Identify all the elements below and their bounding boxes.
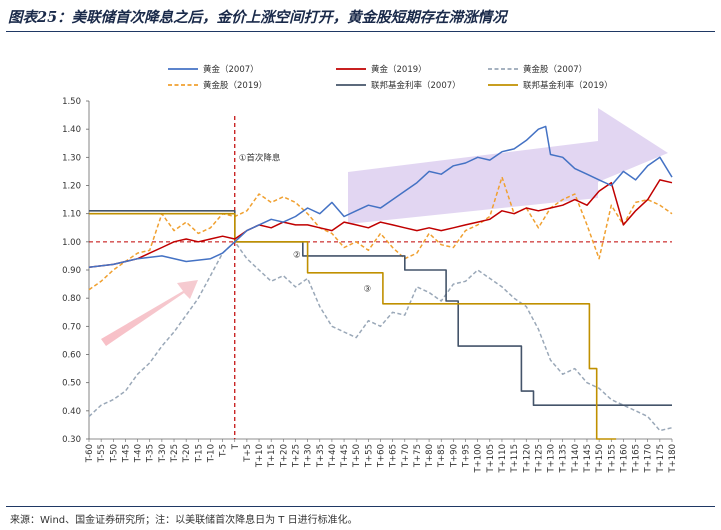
x-tick-label: T+65 [389, 444, 399, 468]
x-tick-label: T-40 [134, 444, 144, 463]
annotations: ①首次降息 ② ③ [239, 152, 371, 294]
x-tick-label: T+165 [632, 444, 642, 474]
x-tick-label: T-30 [158, 444, 168, 463]
series-line-4 [89, 210, 672, 406]
series-line-5 [89, 212, 617, 440]
x-tick-label: T+140 [571, 444, 581, 474]
x-tick-label: T+170 [644, 444, 654, 474]
series-line-0 [88, 125, 673, 268]
x-tick-label: T-60 [85, 444, 95, 463]
annotation-marker-2: ② [293, 251, 301, 261]
y-tick-label: 0.60 [62, 351, 81, 361]
x-tick-label: T+110 [498, 444, 508, 474]
reference-lines [89, 116, 672, 439]
legend-label-3: 黄金股（2019） [203, 80, 267, 91]
x-tick-label: T+60 [377, 444, 387, 468]
series-lines [88, 125, 673, 440]
x-tick-label: T+160 [619, 444, 629, 474]
chart-title: 图表25：美联储首次降息之后，金价上涨空间打开，黄金股短期存在滞涨情况 [8, 9, 507, 26]
x-tick-label: T+20 [279, 444, 289, 468]
legend-label-1: 黄金（2019） [371, 64, 427, 75]
title-divider [6, 31, 715, 32]
series-line-2 [88, 241, 673, 432]
x-tick-label: T+180 [668, 444, 678, 474]
x-tick-label: T+95 [462, 444, 472, 468]
x-tick-label: T+105 [486, 444, 496, 474]
x-tick-label: T-50 [109, 444, 119, 463]
x-tick-label: T+145 [583, 444, 593, 474]
footer-divider [6, 506, 715, 507]
source-note: 来源：Wind、国金证券研究所；注：以美联储首次降息日为 T 日进行标准化。 [10, 515, 358, 526]
x-tick-label: T-45 [121, 444, 131, 463]
legend-label-0: 黄金（2007） [203, 64, 259, 75]
x-tick-label: T+30 [304, 444, 314, 468]
x-tick-label: T+50 [352, 444, 362, 468]
x-tick-label: T+125 [534, 444, 544, 474]
annotation-first-cut: ①首次降息 [239, 152, 281, 163]
y-tick-label: 0.30 [62, 435, 81, 445]
y-tick-label: 0.40 [62, 407, 81, 417]
y-tick-label: 1.10 [62, 210, 81, 220]
x-tick-label: T+175 [656, 444, 666, 474]
x-tick-label: T-55 [97, 444, 107, 463]
y-tick-label: 1.30 [62, 153, 81, 163]
chart-axes: 0.30 0.40 0.50 0.60 0.70 0.80 0.90 1.00 1.10 1.20… [62, 97, 678, 474]
x-tick-label: T-5 [219, 444, 229, 458]
x-tick-label: T+10 [255, 444, 265, 468]
x-tick-label: T+90 [449, 444, 459, 468]
y-tick-label: 1.00 [62, 238, 81, 248]
x-tick-label: T-20 [182, 444, 192, 463]
x-tick-label: T+35 [316, 444, 326, 468]
x-tick-label: T-10 [206, 444, 216, 463]
x-tick-label: T+120 [522, 444, 532, 474]
x-tick-label: T+15 [267, 444, 277, 468]
x-tick-label: T+115 [510, 444, 520, 474]
y-tick-label: 1.50 [62, 97, 81, 107]
x-tick-label: T-25 [170, 444, 180, 463]
uptrend-arrow-left [101, 280, 198, 346]
x-tick-label: T+55 [364, 444, 374, 468]
x-tick-label: T+75 [413, 444, 423, 468]
y-tick-label: 1.20 [62, 182, 81, 192]
y-tick-label: 1.40 [62, 125, 81, 135]
uptrend-arrow-right [348, 108, 668, 224]
legend: 黄金（2007） 黄金（2019） 黄金股（2007） 黄金股（2019） 联邦基金利率… [168, 64, 613, 91]
x-tick-label: T+70 [401, 444, 411, 468]
y-tick-label: 0.70 [62, 322, 81, 332]
x-tick-label: T+150 [595, 444, 605, 474]
x-tick-label: T+130 [547, 444, 557, 474]
legend-label-4: 联邦基金利率（2007） [371, 80, 461, 91]
legend-label-2: 黄金股（2007） [523, 64, 587, 75]
x-tick-label: T+155 [607, 444, 617, 474]
x-tick-label: T+85 [437, 444, 447, 468]
x-tick-label: T+25 [291, 444, 301, 468]
x-tick-label: T-15 [194, 444, 204, 463]
x-tick-label: T+40 [328, 444, 338, 468]
y-tick-label: 0.80 [62, 294, 81, 304]
x-tick-label: T+135 [559, 444, 569, 474]
x-tick-label: T [231, 443, 241, 450]
series-line-1 [88, 179, 673, 268]
series-line-3 [88, 176, 673, 291]
legend-label-5: 联邦基金利率（2019） [523, 80, 613, 91]
x-tick-label: T+5 [243, 444, 253, 463]
x-tick-label: T-35 [146, 444, 156, 463]
x-tick-label: T+100 [474, 444, 484, 474]
y-tick-label: 0.90 [62, 266, 81, 276]
annotation-marker-3: ③ [363, 284, 371, 294]
y-tick-label: 0.50 [62, 379, 81, 389]
x-tick-label: T+45 [340, 444, 350, 468]
x-tick-label: T+80 [425, 444, 435, 468]
